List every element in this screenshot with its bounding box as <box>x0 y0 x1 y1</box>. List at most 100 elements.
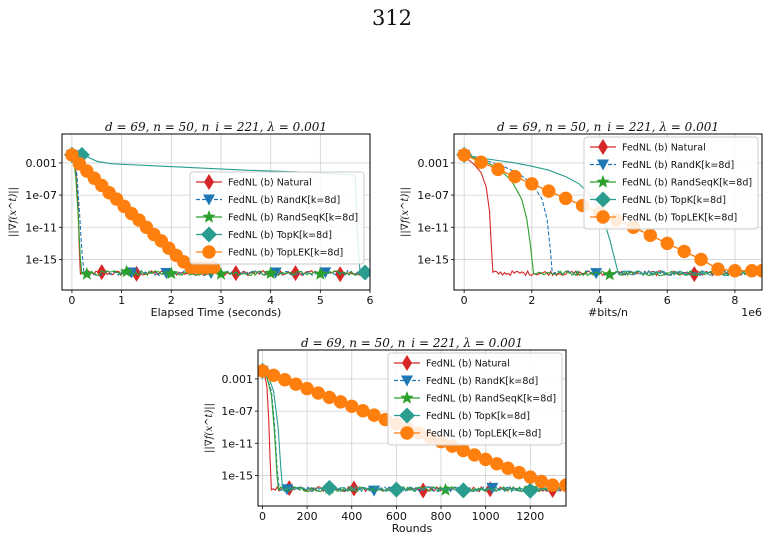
data-point <box>313 267 327 280</box>
legend-entry: FedNL (b) RandK[k=8d] <box>196 194 340 206</box>
data-point <box>728 264 742 278</box>
data-point <box>311 386 325 400</box>
data-point <box>321 479 338 496</box>
data-point <box>478 452 493 467</box>
legend-marker <box>399 407 415 424</box>
data-point <box>508 169 522 184</box>
x-tick-label: 0 <box>68 294 75 307</box>
data-point <box>345 399 359 413</box>
legend-marker <box>204 174 214 190</box>
x-tick-label: 0 <box>461 294 468 307</box>
legend-marker <box>596 210 610 224</box>
legend-entry: FedNL (b) TopK[k=8d] <box>590 191 726 208</box>
x-tick-label: 1000 <box>472 510 500 523</box>
x-tick-label: 2 <box>528 294 535 307</box>
data-point <box>289 377 303 391</box>
data-point <box>660 236 674 251</box>
data-point <box>456 443 471 458</box>
data-point <box>590 268 603 280</box>
x-axis-label: Elapsed Time (seconds) <box>151 306 282 319</box>
chart-title: d = 69, n = 50, n_i = 221, λ = 0.001 <box>301 336 523 350</box>
y-axis-label: ||∇f(x^t)|| <box>204 403 215 453</box>
data-point <box>455 482 472 499</box>
data-point <box>501 461 515 475</box>
data-point <box>525 177 539 191</box>
legend-box <box>189 171 365 265</box>
legend-label: FedNL (b) TopK[k=8d] <box>228 230 332 241</box>
data-point <box>677 244 691 259</box>
x-tick-label: 600 <box>386 510 407 523</box>
data-point <box>643 228 658 243</box>
chart-title: d = 69, n = 50, n_i = 221, λ = 0.001 <box>497 120 719 134</box>
legend-entry: FedNL (b) RandSeqK[k=8d] <box>394 391 556 405</box>
x-axis-label: #bits/n <box>588 306 628 319</box>
data-point <box>160 268 173 280</box>
legend: FedNL (b) Natural FedNL (b) RandK[k=8d] Fe… <box>189 171 365 265</box>
x-tick-label: 8 <box>731 294 738 307</box>
legend-marker <box>596 175 610 188</box>
legend-entry: FedNL (b) Natural <box>394 355 510 371</box>
legend-label: FedNL (b) Natural <box>426 359 510 370</box>
legend-marker <box>400 426 414 440</box>
series-line <box>262 370 566 493</box>
data-point <box>523 470 537 484</box>
data-point <box>522 482 539 499</box>
legend-label: FedNL (b) RandK[k=8d] <box>622 160 734 171</box>
x-tick-label: 4 <box>596 294 603 307</box>
legend-marker <box>401 375 413 387</box>
y-axis-label: ||∇f(x^t)|| <box>8 187 19 237</box>
data-point <box>65 148 79 162</box>
legend-marker <box>203 194 215 206</box>
legend-marker <box>598 139 608 155</box>
data-point <box>694 252 708 267</box>
data-point <box>278 373 292 387</box>
legend-entry: FedNL (b) RandK[k=8d] <box>590 159 734 171</box>
legend-label: FedNL (b) RandSeqK[k=8d] <box>622 178 752 189</box>
y-tick-label: 1e-07 <box>25 189 57 202</box>
legend-label: FedNL (b) TopK[k=8d] <box>622 195 726 206</box>
data-point <box>491 162 505 177</box>
legend-marker <box>400 391 414 404</box>
data-point <box>357 264 370 281</box>
legend-marker <box>597 159 609 171</box>
legend-entry: FedNL (b) TopLEK[k=8d] <box>196 245 343 259</box>
legend-entry: FedNL (b) Natural <box>196 174 312 190</box>
series-fednl-b-toplek-k-8d <box>65 148 221 275</box>
legend-box <box>387 352 563 446</box>
data-point <box>457 148 471 162</box>
data-point <box>322 390 337 405</box>
legend-label: FedNL (b) Natural <box>622 143 706 154</box>
legend-entry: FedNL (b) TopK[k=8d] <box>394 407 530 424</box>
data-point <box>545 478 560 492</box>
y-axis-label: ||∇f(x^t)|| <box>400 187 411 237</box>
legend-box <box>583 136 759 230</box>
legend-entry: FedNL (b) RandSeqK[k=8d] <box>196 210 358 224</box>
legend-label: FedNL (b) RandK[k=8d] <box>228 195 340 206</box>
legend-entry: FedNL (b) RandK[k=8d] <box>394 375 538 387</box>
plot-frame <box>61 133 371 291</box>
plot-frame <box>453 133 763 291</box>
legend-entry: FedNL (b) TopLEK[k=8d] <box>394 426 541 440</box>
legend-label: FedNL (b) RandSeqK[k=8d] <box>228 213 358 224</box>
data-point <box>490 457 504 471</box>
page-number: 312 <box>371 6 413 30</box>
data-point <box>356 404 370 418</box>
data-point <box>534 474 549 489</box>
chart-title: d = 69, n = 50, n_i = 221, λ = 0.001 <box>105 120 327 134</box>
x-tick-label: 4 <box>267 294 274 307</box>
legend-entry: FedNL (b) RandSeqK[k=8d] <box>590 175 752 189</box>
x-tick-label: 1 <box>118 294 125 307</box>
data-point <box>367 408 381 422</box>
legend-marker <box>202 245 216 259</box>
data-point <box>266 368 281 383</box>
data-point <box>80 267 94 280</box>
y-tick-label: 0.001 <box>418 157 450 170</box>
x-axis-label: Rounds <box>392 522 433 535</box>
data-point <box>348 480 359 497</box>
data-point <box>542 184 556 198</box>
x-tick-label: 400 <box>341 510 362 523</box>
data-point <box>230 265 241 282</box>
x-tick-label: 3 <box>217 294 224 307</box>
y-tick-label: 1e-11 <box>25 221 57 234</box>
data-point <box>96 264 107 281</box>
